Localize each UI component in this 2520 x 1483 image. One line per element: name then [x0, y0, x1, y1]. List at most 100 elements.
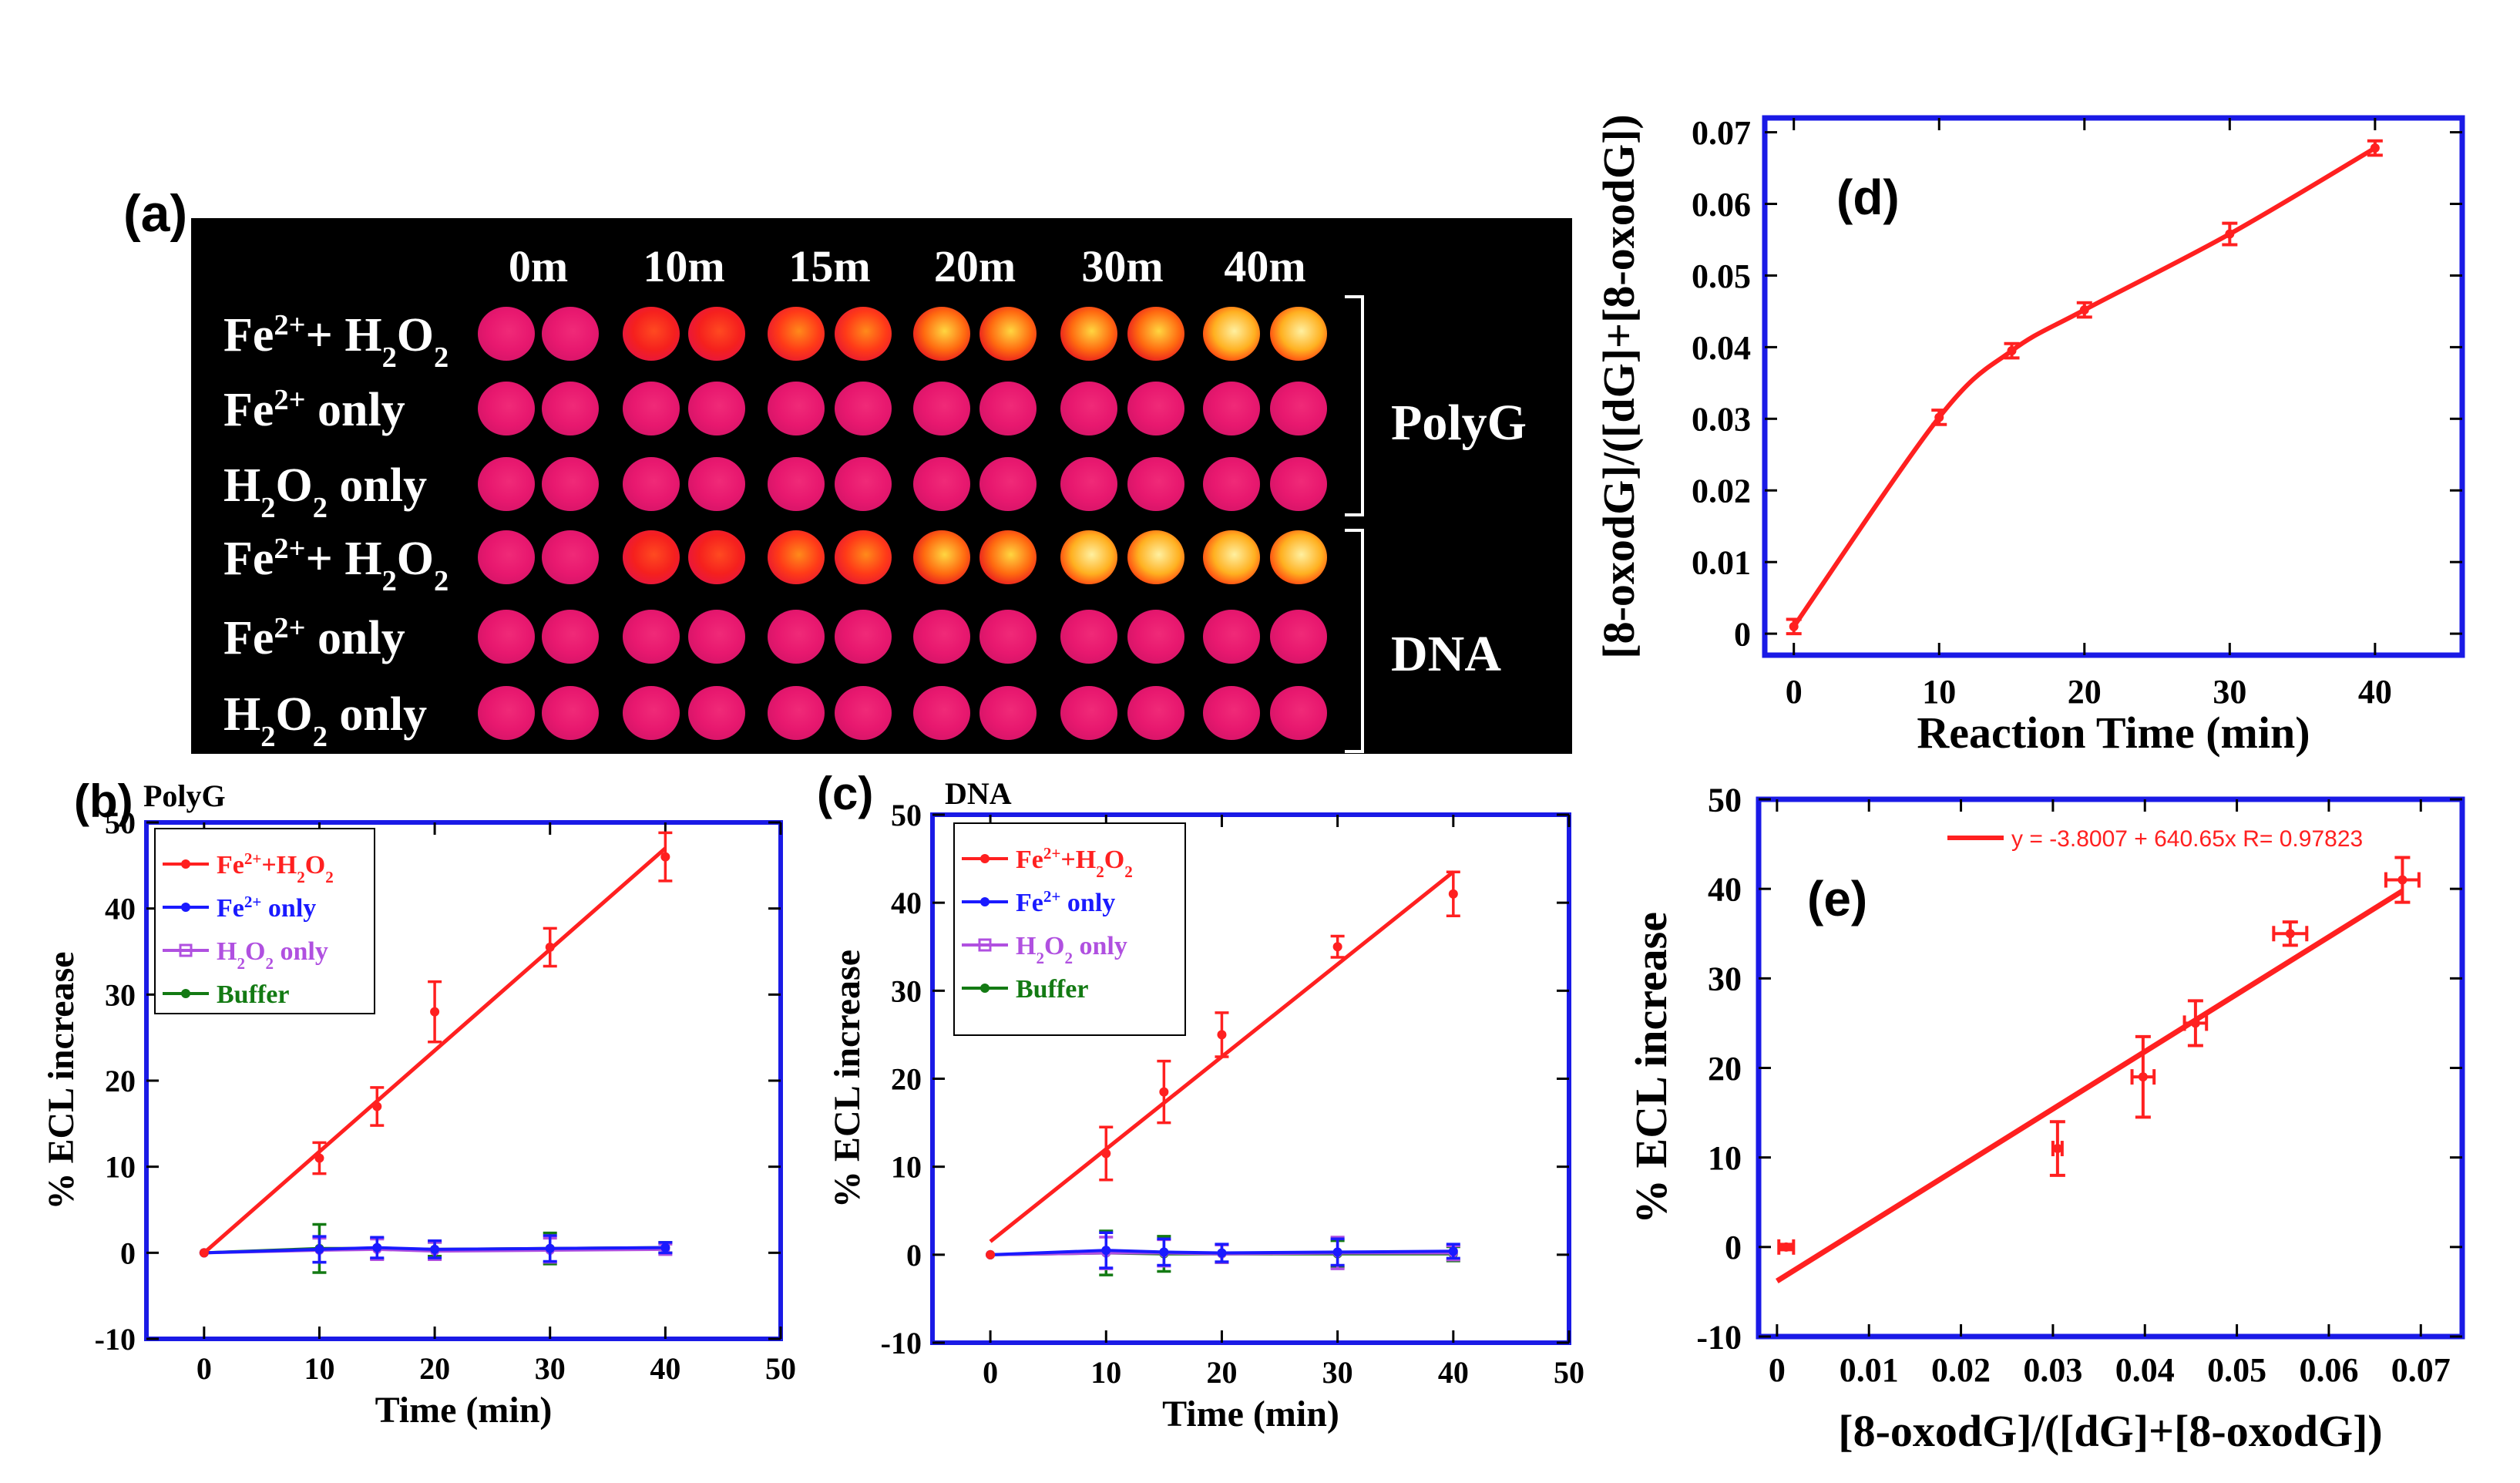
- x-tick-label: 0.07: [2391, 1351, 2451, 1389]
- legend-label: Fe2++H2O2: [1016, 844, 1133, 881]
- x-tick-label: 0.02: [1931, 1351, 1991, 1389]
- ecl-spot: [478, 530, 535, 584]
- data-point: [660, 1243, 670, 1253]
- y-tick-label: 0.05: [1692, 257, 1751, 295]
- legend-label-part: Buffer: [1016, 975, 1088, 1004]
- row-label-part: Fe: [223, 533, 274, 585]
- data-point: [2052, 1144, 2062, 1154]
- time-label: 20m: [934, 241, 1016, 291]
- y-axis-label: % ECL increase: [41, 951, 82, 1209]
- row-label: H2O2 only: [223, 688, 427, 753]
- y-tick-label: 30: [1708, 960, 1742, 998]
- ecl-spot: [478, 610, 535, 664]
- data-point: [986, 1249, 996, 1259]
- row-label-part: O: [275, 688, 312, 741]
- x-tick-label: 0.01: [1840, 1351, 1899, 1389]
- y-tick-label: 20: [105, 1064, 136, 1098]
- data-point: [2285, 929, 2295, 939]
- y-tick-label: 50: [1708, 781, 1742, 819]
- y-tick-label: 50: [891, 798, 922, 832]
- legend-label: H2O2 only: [1016, 932, 1127, 967]
- ecl-spot: [1270, 457, 1327, 511]
- legend-marker: [980, 984, 990, 993]
- x-tick-label: 40: [2358, 673, 2392, 711]
- x-tick-label: 20: [419, 1351, 450, 1386]
- ecl-spot: [1203, 530, 1260, 584]
- data-point: [2190, 1018, 2200, 1028]
- row-label-part: 2+: [274, 309, 305, 341]
- ecl-spot: [688, 457, 745, 511]
- legend-label-part: H: [217, 937, 237, 966]
- time-label: 30m: [1081, 241, 1163, 291]
- legend-label-part: 2+: [244, 849, 262, 868]
- legend-label: Fe2++H2O2: [217, 849, 334, 886]
- row-label-part: 2+: [274, 612, 305, 644]
- polyg-bracket: [1345, 295, 1364, 516]
- ecl-spot: [913, 307, 970, 361]
- x-tick-label: 10: [304, 1351, 334, 1386]
- x-tick-label: 0.06: [2299, 1351, 2358, 1389]
- legend-label-part: 2: [1036, 949, 1044, 967]
- ecl-spot: [623, 307, 680, 361]
- y-axis-label: % ECL increase: [827, 950, 868, 1208]
- data-point: [1101, 1246, 1111, 1256]
- legend-label-part: only: [1073, 932, 1127, 960]
- series-line: [203, 1246, 666, 1255]
- row-label-part: 2: [382, 341, 397, 374]
- legend-label-part: Buffer: [217, 980, 289, 1009]
- fit-line: [203, 846, 667, 1255]
- legend-marker: [181, 859, 190, 869]
- ecl-spot: [1203, 307, 1260, 361]
- row-label-part: only: [306, 612, 405, 664]
- y-tick-label: 40: [891, 886, 922, 920]
- ecl-spot: [768, 686, 825, 740]
- plot-frame: [1762, 115, 2465, 658]
- ecl-spot: [768, 307, 825, 361]
- row-label: H2O2 only: [223, 459, 427, 524]
- x-axis-label: Time (min): [375, 1390, 553, 1431]
- legend-label-part: 2: [237, 954, 245, 973]
- ecl-spot: [979, 686, 1037, 740]
- ecl-spot: [979, 610, 1037, 664]
- ecl-spot: [1060, 610, 1117, 664]
- ecl-spot: [623, 610, 680, 664]
- ecl-spot: [542, 686, 599, 740]
- data-point: [1789, 621, 1799, 631]
- x-tick-label: 50: [765, 1351, 796, 1386]
- x-tick-label: 10: [1090, 1355, 1121, 1390]
- ecl-spot: [835, 610, 892, 664]
- data-point: [2138, 1072, 2148, 1082]
- ecl-spot: [1127, 530, 1184, 584]
- ecl-spot: [623, 530, 680, 584]
- ecl-spot: [913, 457, 970, 511]
- row-label-part: 2: [382, 565, 397, 597]
- legend-label-part: only: [274, 937, 328, 966]
- y-tick-label: 40: [105, 892, 136, 926]
- legend-label-part: Fe: [1016, 846, 1043, 874]
- y-tick-label: 40: [1708, 871, 1742, 909]
- ecl-spot: [913, 610, 970, 664]
- dna-bracket: [1345, 529, 1364, 753]
- x-tick-label: 0: [197, 1351, 212, 1386]
- ecl-spot: [623, 686, 680, 740]
- data-point: [1934, 412, 1944, 422]
- data-point: [2370, 143, 2380, 153]
- ecl-spot: [1270, 686, 1327, 740]
- panel-b-chart: 0 10 20 30 40 50 -10 0 10 20 30 40 50 Time (min) % ECL…: [41, 775, 796, 1431]
- ecl-spot: [835, 307, 892, 361]
- x-axis-label: Reaction Time (min): [1917, 708, 2310, 758]
- legend-label-part: O: [1044, 932, 1064, 960]
- data-point: [430, 1244, 440, 1254]
- y-tick-label: -10: [1696, 1318, 1742, 1356]
- panel-c-chart: 0 10 20 30 40 50 -10 0 10 20 30 40 50 Time (min) % ECL…: [817, 768, 1584, 1434]
- row-label-part: 2: [260, 492, 275, 524]
- panel-title: PolyG: [143, 778, 226, 813]
- ecl-spot: [1127, 382, 1184, 435]
- ecl-spot: [542, 457, 599, 511]
- row-label-part: 2: [260, 721, 275, 753]
- legend-label: Fe2+ only: [217, 893, 316, 923]
- y-tick-label: 50: [105, 805, 136, 840]
- x-tick-label: 20: [2068, 673, 2102, 711]
- panel-a-label: (a): [123, 184, 187, 243]
- ecl-spot: [835, 530, 892, 584]
